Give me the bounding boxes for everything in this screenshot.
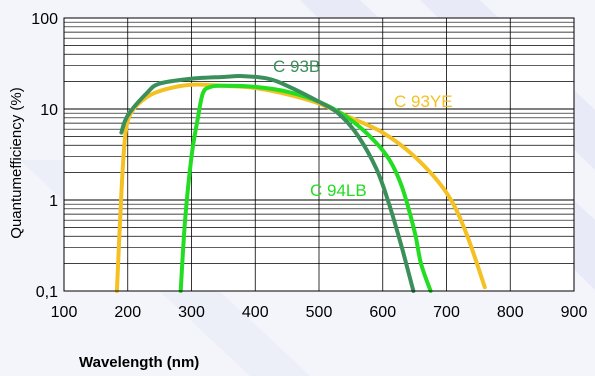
y-tick-label: 1 [49, 193, 58, 210]
grid-lines [63, 18, 575, 292]
series-labels: C 93B C 93YE C 94LB [273, 57, 453, 200]
y-tick-label: 100 [31, 11, 58, 28]
series-label-c-94lb: C 94LB [310, 181, 367, 200]
x-tick-label: 500 [306, 304, 333, 321]
y-tick-label: 10 [40, 102, 58, 119]
series-layer [114, 74, 487, 293]
plot-frame [63, 17, 575, 292]
x-tick-label: 300 [178, 304, 205, 321]
x-tick-label: 200 [114, 304, 141, 321]
series-label-c-93b: C 93B [273, 57, 320, 76]
x-tick-label: 700 [433, 304, 460, 321]
x-tick-label: 800 [497, 304, 524, 321]
y-tick-labels: 0,1 1 10 100 [31, 11, 58, 301]
x-tick-label: 100 [51, 304, 78, 321]
y-axis-title: Quantumefficiency (%) [8, 87, 25, 238]
series-line-c-94lb [178, 83, 433, 293]
x-tick-label: 400 [242, 304, 269, 321]
x-tick-label: 600 [369, 304, 396, 321]
series-line-c-93b [119, 74, 416, 293]
x-tick-labels: 100 200 300 400 500 600 700 800 900 [51, 304, 588, 321]
y-tick-label: 0,1 [36, 284, 58, 301]
series-label-c-93ye: C 93YE [394, 92, 453, 111]
x-tick-label: 900 [561, 304, 588, 321]
x-axis-title: Wavelength (nm) [79, 354, 199, 371]
